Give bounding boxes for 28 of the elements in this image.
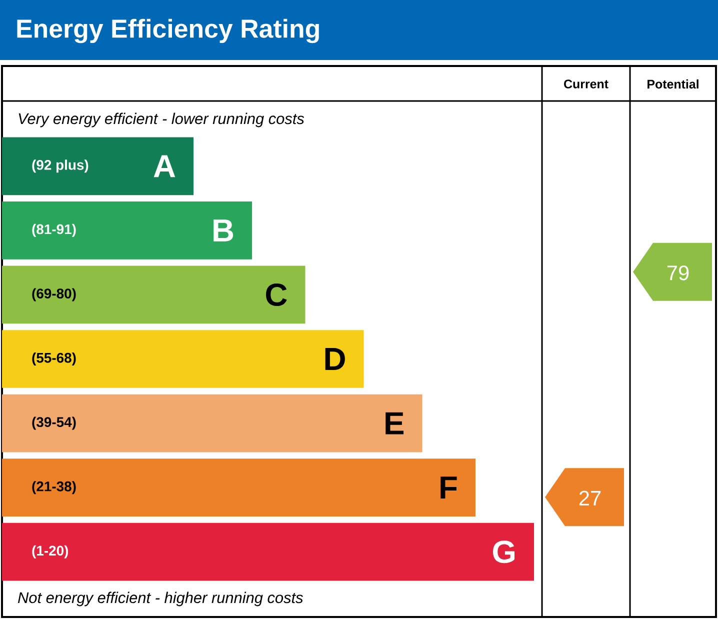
text: 79 — [667, 266, 689, 280]
text: Potential — [648, 79, 698, 89]
y-tick-label: (55-68) — [32, 352, 76, 366]
bar — [2, 202, 252, 260]
bar — [2, 458, 476, 517]
annotation: F — [440, 476, 457, 499]
y-tick-label: (69-80) — [32, 288, 76, 302]
annotation: E — [386, 412, 404, 434]
y-tick-label: (21-38) — [32, 481, 76, 494]
bar — [2, 137, 194, 196]
text: Not energy efficient - higher running costs — [18, 592, 303, 606]
bar — [2, 394, 422, 452]
bar — [2, 266, 306, 324]
annotation: D — [325, 348, 345, 370]
y-tick-label: (92 plus) — [32, 160, 88, 173]
bar — [2, 522, 534, 581]
y-tick-label: (81-91) — [32, 224, 76, 237]
annotation: B — [214, 219, 234, 242]
annotation: C — [266, 283, 287, 306]
annotation: G — [493, 540, 514, 564]
y-tick-label: (39-54) — [32, 416, 76, 430]
bar — [2, 330, 364, 388]
text: 27 — [579, 490, 601, 506]
annotation: A — [154, 155, 176, 178]
text: Current — [564, 80, 608, 88]
text: Very energy efficient - lower running costs — [18, 112, 304, 128]
y-tick-label: (1-20) — [32, 545, 68, 558]
chart-title: Energy Efficiency Rating — [17, 18, 319, 44]
